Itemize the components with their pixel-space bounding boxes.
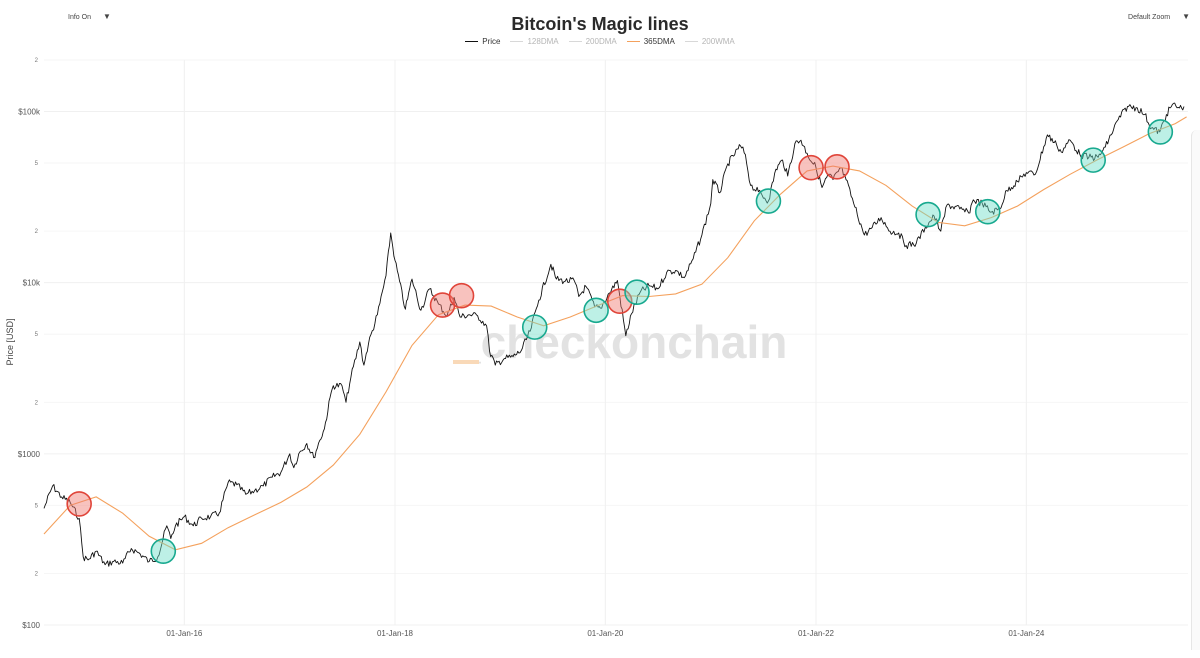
y-minor-tick-label: 2 [35,400,39,406]
sell-signal-marker [448,282,475,309]
buy-signal-marker [150,538,177,564]
buy-signal-marker [583,297,609,324]
x-tick-label: 01-Jan-24 [1008,629,1045,638]
legend-swatch [465,41,479,43]
y-minor-tick-label: 2 [35,229,39,235]
chevron-down-icon: ▼ [1182,12,1190,21]
info-toggle-dropdown[interactable]: Info On ▼ [68,12,111,21]
y-tick-label: $100 [22,621,40,630]
sell-signal-marker [66,491,92,517]
chevron-down-icon: ▼ [102,12,111,21]
y-axis: $100 $1000 $10k $100k 2 5 2 5 2 5 2 [18,58,41,630]
legend-label: Price [482,37,501,46]
y-axis-title: Price [USD] [5,318,15,365]
chart-title: Bitcoin's Magic lines [511,14,689,34]
legend-item-price[interactable]: Price [465,37,500,46]
x-tick-label: 01-Jan-20 [587,629,624,638]
legend-item-128dma[interactable]: 128DMA [510,37,559,46]
sell-signal-marker [824,154,850,180]
x-tick-label: 01-Jan-22 [798,629,835,638]
y-minor-tick-label: 5 [35,161,39,167]
legend-item-365dma[interactable]: 365DMA [626,37,675,46]
y-minor-tick-label: 5 [35,332,39,338]
legend-label: 365DMA [643,37,675,46]
y-tick-label: $100k [18,108,41,117]
dma365-series-line [43,116,1187,551]
x-tick-label: 01-Jan-16 [166,629,203,638]
buy-signal-marker [1147,119,1174,145]
y-minor-tick-label: 2 [35,571,39,577]
buy-signal-marker [624,279,650,305]
legend-item-200dma[interactable]: 200DMA [568,37,617,46]
buy-signal-marker [755,188,782,214]
legend-label: 128DMA [527,37,559,46]
buy-signal-marker [521,314,548,340]
legend-label: 200WMA [701,37,735,46]
legend-swatch [568,41,582,43]
legend-label: 200DMA [585,37,617,46]
grid-lines [44,59,1188,626]
legend-item-200wma[interactable]: 200WMA [684,37,735,46]
watermark: _checkonchain [454,316,787,368]
sell-signal-marker [798,154,824,181]
info-toggle-label: Info On [68,14,91,21]
x-axis: 01-Jan-16 01-Jan-18 01-Jan-20 01-Jan-22 01-J… [166,629,1045,638]
legend-swatch [626,41,640,43]
buy-signal-marker [974,198,1001,225]
legend-swatch [510,41,524,43]
chart-legend: Price 128DMA 200DMA 365DMA 200WMA [0,37,1200,46]
watermark-underscore [453,360,479,364]
y-tick-label: $10k [23,279,41,288]
legend-swatch [684,41,698,43]
buy-signal-marker [1080,147,1106,173]
buy-signal-marker [915,201,941,228]
y-minor-tick-label: 2 [35,58,39,64]
side-panel-handle[interactable] [1191,130,1200,650]
signal-markers [66,119,1174,564]
y-tick-label: $1000 [18,450,41,459]
y-minor-tick-label: 5 [35,503,39,509]
x-tick-label: 01-Jan-18 [377,629,414,638]
zoom-dropdown[interactable]: Default Zoom ▼ [1128,12,1190,21]
top-bar: Info On ▼ Bitcoin's Magic lines Default Z… [0,0,1200,46]
zoom-label: Default Zoom [1128,14,1171,21]
